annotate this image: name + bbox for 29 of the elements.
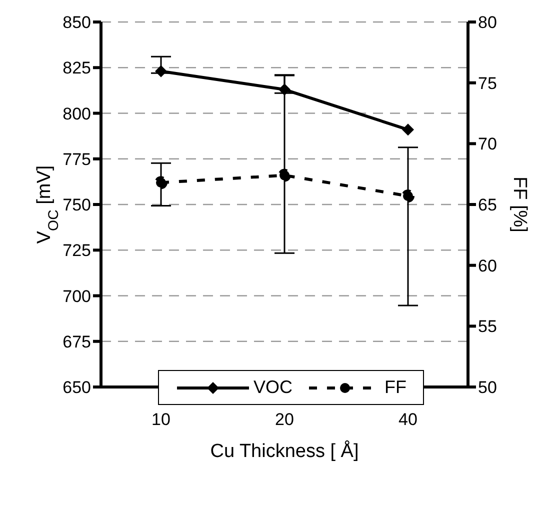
y-tick-label: 675 <box>62 332 91 352</box>
x-tick-label: 40 <box>398 410 418 430</box>
y-tick-label: 850 <box>62 13 91 32</box>
y2-axis-title: FF [%] <box>509 176 530 232</box>
legend-label: VOC <box>253 377 292 398</box>
y-tick-label: 650 <box>62 378 91 398</box>
point <box>278 168 291 182</box>
y2-tick-label: 80 <box>478 13 497 32</box>
y-tick-label: 725 <box>62 241 91 260</box>
y2-tick-label: 65 <box>478 196 497 215</box>
y2-tick-label: 50 <box>478 378 497 398</box>
y2-tick-label: 60 <box>478 256 497 276</box>
y2-tick-label: 55 <box>478 317 497 336</box>
x-axis-title: Cu Thickness [ Å] <box>210 440 359 462</box>
x-tick-label: 10 <box>152 410 170 430</box>
y-tick-label: 700 <box>62 286 91 306</box>
legend-label: FF <box>384 377 406 398</box>
y-tick-label: 750 <box>62 196 91 215</box>
y-tick-label: 775 <box>62 150 91 169</box>
point <box>278 84 290 96</box>
y-tick-label: 800 <box>62 104 91 124</box>
x-tick-label: 20 <box>275 410 294 430</box>
y2-tick-label: 75 <box>478 74 497 93</box>
point <box>154 176 168 190</box>
point <box>155 65 167 78</box>
y-tick-label: 825 <box>62 58 91 78</box>
y2-tick-label: 70 <box>478 134 497 154</box>
point <box>402 189 414 202</box>
point <box>402 124 414 136</box>
